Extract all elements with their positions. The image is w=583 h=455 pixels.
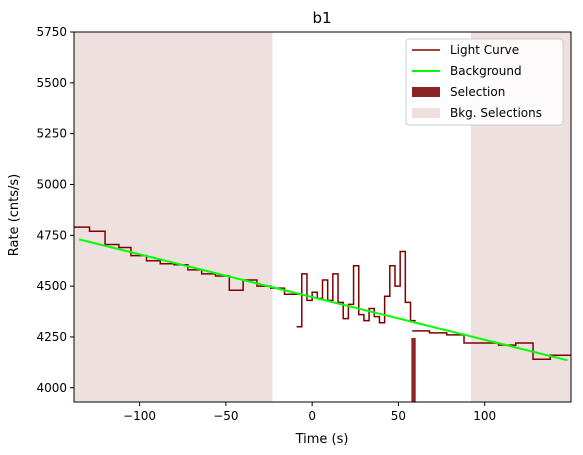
legend-label-2: Selection: [450, 85, 505, 99]
legend-label-1: Background: [450, 64, 522, 78]
y-tick-label-3: 4750: [36, 228, 67, 242]
y-tick-label-2: 4500: [36, 279, 67, 293]
y-tick-label-0: 4000: [36, 381, 67, 395]
x-tick-label-3: 50: [391, 409, 406, 423]
x-axis-label: Time (s): [295, 432, 349, 447]
y-tick-label-6: 5500: [36, 76, 67, 90]
y-tick-label-7: 5750: [36, 25, 67, 39]
legend-handle-2: [412, 87, 440, 97]
y-axis-label: Rate (cnts/s): [7, 174, 22, 257]
y-tick-label-1: 4250: [36, 330, 67, 344]
plot-frame: [73, 31, 572, 403]
x-tick-label-2: 0: [308, 409, 316, 423]
legend-box: [405, 38, 564, 126]
chart-title: b1: [312, 9, 331, 27]
legend-label-0: Light Curve: [450, 43, 519, 57]
x-tick-label-0: −100: [123, 409, 156, 423]
background-line: [78, 238, 568, 362]
bkg-selection-region-0: [74, 32, 273, 402]
legend-handle-3: [412, 108, 440, 118]
light-curve-segment-1: [296, 250, 416, 328]
selection-region: [411, 337, 416, 402]
legend-label-3: Bkg. Selections: [450, 106, 542, 120]
y-tick-label-4: 5000: [36, 177, 67, 191]
x-tick-label-1: −50: [213, 409, 238, 423]
x-tick-label-4: 100: [473, 409, 496, 423]
legend: Light Curve Background Selection Bkg. Selec…: [405, 38, 564, 126]
y-tick-label-5: 5250: [36, 127, 67, 141]
